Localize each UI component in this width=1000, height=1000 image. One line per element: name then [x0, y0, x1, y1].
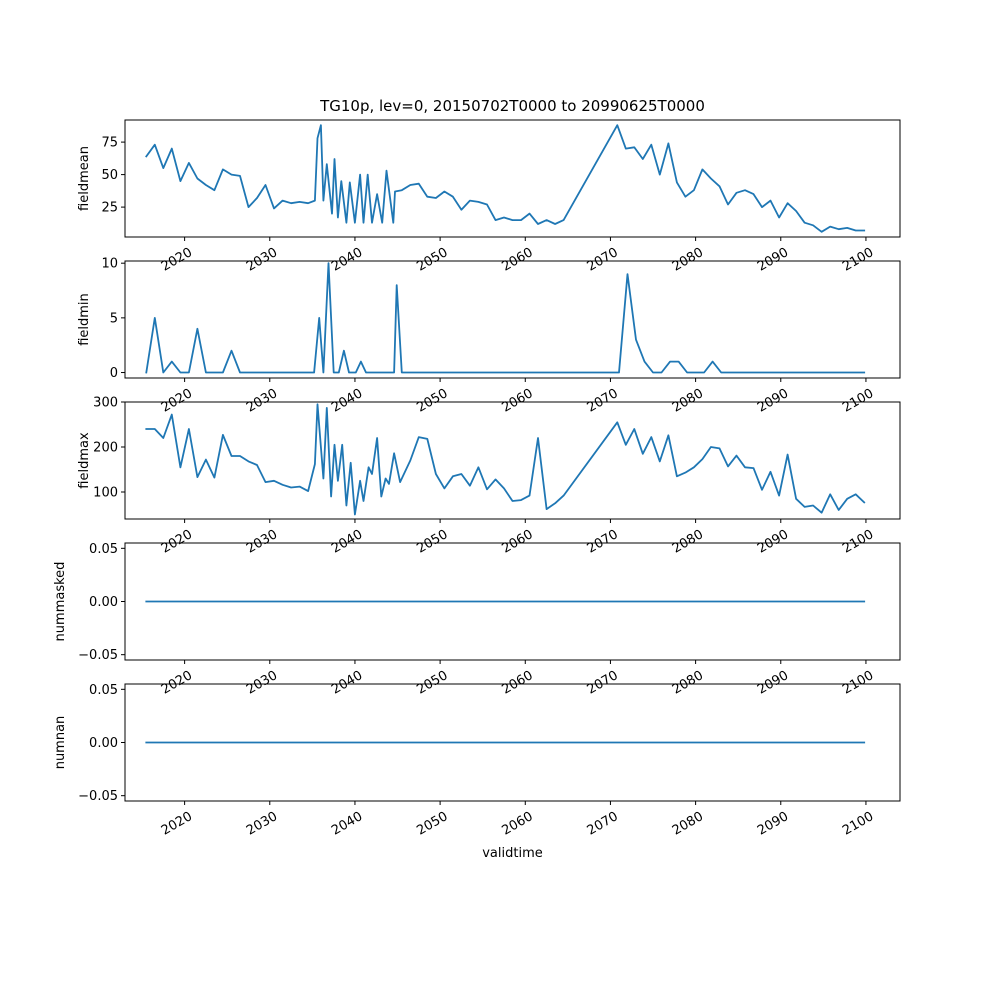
x-tick-label: 2030	[244, 668, 280, 698]
y-tick-label: 0.00	[89, 736, 118, 751]
x-tick-label: 2090	[755, 809, 791, 839]
x-tick-label: 2090	[755, 668, 791, 698]
x-tick-label: 2040	[329, 527, 365, 557]
y-tick-label: 300	[93, 396, 118, 411]
x-axis-label: validtime	[482, 846, 543, 861]
x-tick-label: 2070	[585, 809, 621, 839]
x-tick-label: 2040	[329, 809, 365, 839]
x-tick-label: 2100	[840, 527, 876, 557]
x-tick-label: 2100	[840, 386, 876, 416]
x-tick-label: 2030	[244, 386, 280, 416]
y-tick-label: 50	[101, 168, 118, 183]
x-tick-label: 2030	[244, 245, 280, 275]
axes-frame	[124, 401, 901, 520]
panel-fieldmax: 100 200 300 2020 2030 2040 2050 2060 2070 2080 209…	[77, 396, 901, 557]
y-axis-label: numnan	[53, 716, 68, 770]
x-tick-label: 2080	[670, 809, 706, 839]
axes-frame	[124, 260, 901, 379]
x-tick-label: 2030	[244, 527, 280, 557]
y-axis-label: fieldmax	[77, 432, 92, 489]
y-tick-label: 100	[93, 486, 118, 501]
axes-frame	[124, 683, 901, 802]
x-tick-label: 2100	[840, 668, 876, 698]
y-tick-label: −0.05	[78, 789, 118, 804]
x-tick-label: 2060	[500, 809, 536, 839]
y-tick-label: 0.05	[89, 542, 118, 557]
x-tick-label: 2070	[585, 527, 621, 557]
x-tick-label: 2020	[159, 668, 195, 698]
x-tick-label: 2060	[500, 245, 536, 275]
x-tick-label: 2060	[500, 668, 536, 698]
chart-title: TG10p, lev=0, 20150702T0000 to 20990625T…	[319, 97, 705, 115]
x-tick-label: 2060	[500, 527, 536, 557]
series-line-fieldmean	[145, 124, 866, 233]
axes-frame	[124, 119, 901, 238]
x-tick-label: 2050	[414, 809, 450, 839]
panel-numnan: −0.05 0.00 0.05 2020 2030 2040 2050 2060 2070 208…	[53, 683, 901, 839]
x-tick-label: 2090	[755, 245, 791, 275]
x-tick-label: 2020	[159, 809, 195, 839]
x-tick-label: 2080	[670, 527, 706, 557]
x-tick-label: 2070	[585, 245, 621, 275]
y-axis-label: fieldmean	[77, 146, 92, 211]
x-tick-label: 2090	[755, 386, 791, 416]
y-axis-label: nummasked	[53, 562, 68, 642]
x-tick-label: 2030	[244, 809, 280, 839]
series-line-fieldmax	[145, 403, 866, 516]
x-tick-label: 2070	[585, 386, 621, 416]
x-tick-label: 2100	[840, 245, 876, 275]
x-tick-label: 2080	[670, 668, 706, 698]
panel-nummasked: −0.05 0.00 0.05 2020 2030 2040 2050 2060 2070 208…	[53, 542, 901, 698]
x-tick-label: 2070	[585, 668, 621, 698]
panel-fieldmean: 25 50 75 2020 2030 2040 2050 2060 2070 2080 2090 21…	[77, 119, 901, 275]
y-tick-label: 0	[110, 366, 118, 381]
y-tick-label: 0.05	[89, 683, 118, 698]
x-tick-label: 2100	[840, 809, 876, 839]
x-tick-label: 2060	[500, 386, 536, 416]
x-tick-label: 2080	[670, 386, 706, 416]
x-tick-label: 2020	[159, 245, 195, 275]
series-line-fieldmin	[145, 262, 866, 374]
y-tick-label: 200	[93, 441, 118, 456]
x-tick-label: 2050	[414, 245, 450, 275]
x-tick-label: 2050	[414, 668, 450, 698]
y-tick-label: 25	[101, 201, 118, 216]
y-tick-label: −0.05	[78, 648, 118, 663]
x-tick-label: 2020	[159, 527, 195, 557]
panel-fieldmin: 0 5 10 2020 2030 2040 2050 2060 2070 2080 2090 2100…	[77, 257, 901, 416]
y-tick-label: 0.00	[89, 595, 118, 610]
x-tick-label: 2040	[329, 386, 365, 416]
y-axis-label: fieldmin	[77, 293, 92, 346]
y-tick-label: 75	[101, 136, 118, 151]
x-tick-label: 2090	[755, 527, 791, 557]
x-tick-label: 2020	[159, 386, 195, 416]
y-tick-label: 5	[110, 311, 118, 326]
x-tick-label: 2050	[414, 386, 450, 416]
axes-frame	[124, 542, 901, 661]
x-tick-label: 2080	[670, 245, 706, 275]
x-tick-label: 2040	[329, 668, 365, 698]
x-tick-label: 2040	[329, 245, 365, 275]
y-tick-label: 10	[101, 257, 118, 272]
x-tick-label: 2050	[414, 527, 450, 557]
